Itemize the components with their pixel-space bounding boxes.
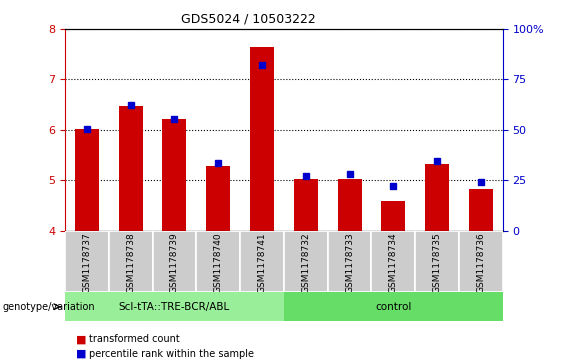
Bar [75,129,99,231]
Bar [162,119,186,231]
Text: GSM1178737: GSM1178737 [82,232,92,293]
Text: GSM1178736: GSM1178736 [476,232,485,293]
Text: GSM1178734: GSM1178734 [389,232,398,293]
Bar [415,231,459,292]
Bar [108,231,153,292]
Bar [284,292,503,321]
Bar [197,231,240,292]
Bar [65,292,284,321]
Text: GSM1178738: GSM1178738 [126,232,135,293]
Bar [337,179,362,231]
Text: genotype/variation: genotype/variation [3,302,95,312]
Bar [294,179,318,231]
Bar [425,164,449,231]
Bar [469,189,493,231]
Text: GSM1178732: GSM1178732 [301,232,310,293]
Text: transformed count: transformed count [89,334,180,344]
Text: GSM1178735: GSM1178735 [433,232,442,293]
Bar [65,231,109,292]
Text: GDS5024 / 10503222: GDS5024 / 10503222 [181,13,316,26]
Bar [119,106,143,231]
Text: percentile rank within the sample: percentile rank within the sample [89,349,254,359]
Bar [372,231,415,292]
Bar [250,47,274,231]
Text: GSM1178740: GSM1178740 [214,232,223,293]
Text: Scl-tTA::TRE-BCR/ABL: Scl-tTA::TRE-BCR/ABL [119,302,230,312]
Bar [240,231,284,292]
Text: ■: ■ [76,334,87,344]
Text: GSM1178739: GSM1178739 [170,232,179,293]
Bar [381,201,406,231]
Bar [284,231,328,292]
Bar [328,231,372,292]
Bar [206,166,231,231]
Text: GSM1178741: GSM1178741 [258,232,267,293]
Bar [459,231,503,292]
Bar [153,231,197,292]
Text: control: control [375,302,411,312]
Text: GSM1178733: GSM1178733 [345,232,354,293]
Text: ■: ■ [76,349,87,359]
